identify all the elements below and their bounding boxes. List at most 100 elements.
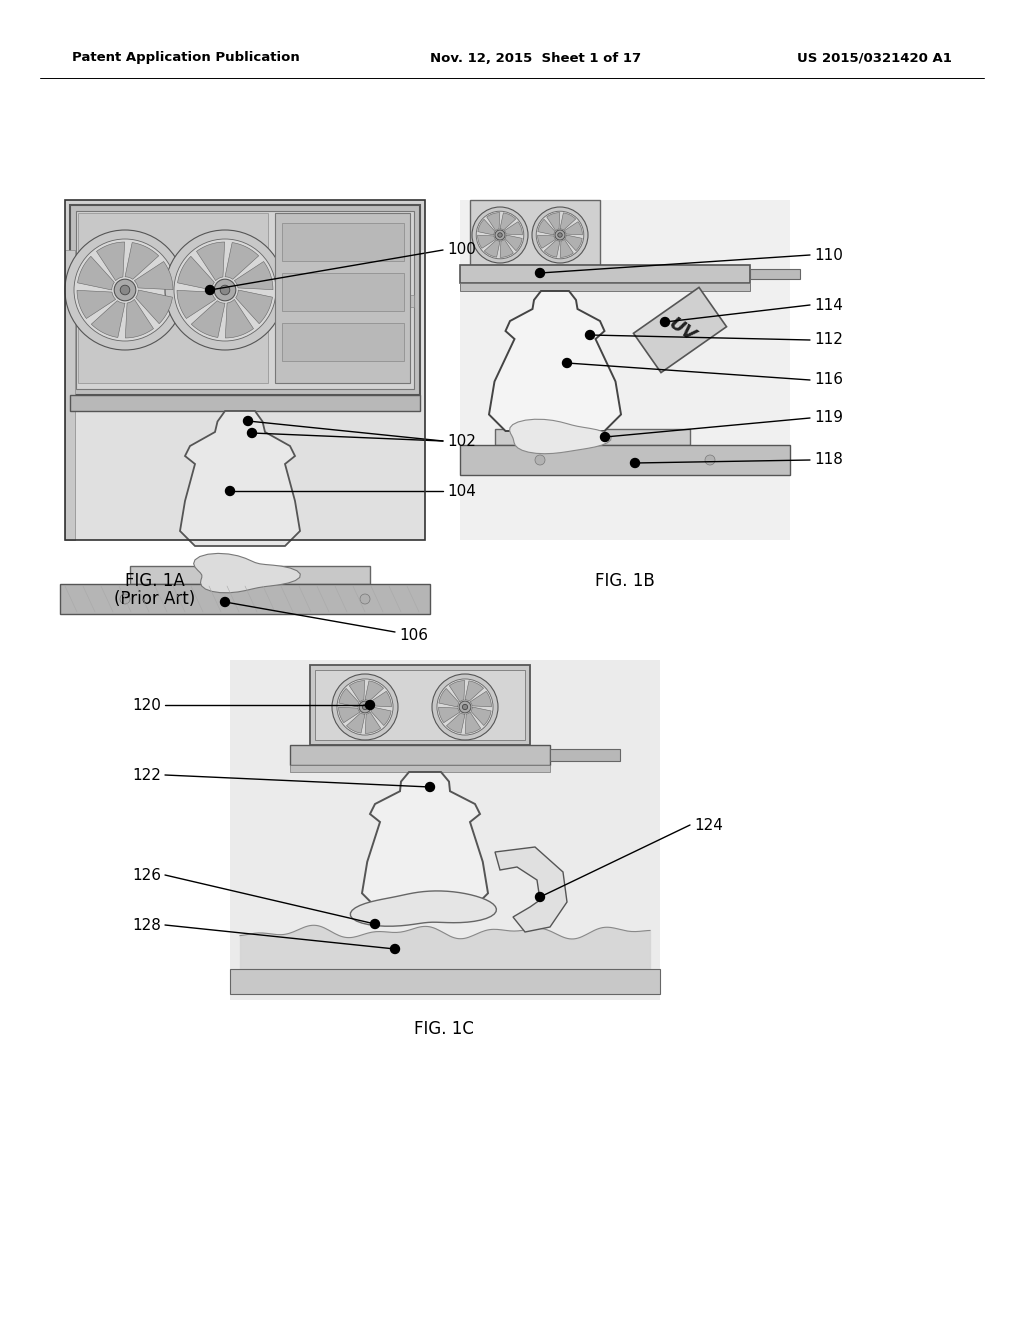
Polygon shape	[564, 222, 583, 235]
Text: 114: 114	[814, 297, 843, 313]
Circle shape	[332, 675, 398, 741]
Circle shape	[537, 211, 584, 259]
Polygon shape	[470, 692, 492, 706]
Circle shape	[600, 433, 609, 441]
Polygon shape	[96, 242, 125, 281]
Polygon shape	[177, 256, 214, 290]
FancyBboxPatch shape	[76, 294, 414, 308]
Circle shape	[359, 701, 371, 713]
Polygon shape	[560, 239, 573, 257]
Polygon shape	[362, 772, 488, 909]
Circle shape	[360, 594, 370, 605]
FancyBboxPatch shape	[282, 223, 404, 261]
Circle shape	[120, 285, 130, 294]
Circle shape	[65, 230, 185, 350]
Text: FIG. 1A: FIG. 1A	[125, 572, 185, 590]
Polygon shape	[545, 240, 560, 257]
Polygon shape	[197, 242, 224, 281]
Polygon shape	[194, 553, 300, 593]
Circle shape	[74, 239, 176, 341]
FancyBboxPatch shape	[60, 583, 430, 614]
Text: (Prior Art): (Prior Art)	[115, 590, 196, 609]
FancyBboxPatch shape	[275, 213, 410, 383]
Polygon shape	[339, 708, 359, 722]
FancyBboxPatch shape	[750, 269, 800, 279]
Circle shape	[498, 232, 502, 238]
Polygon shape	[500, 239, 513, 257]
Polygon shape	[495, 847, 567, 932]
Polygon shape	[438, 708, 460, 722]
Text: 112: 112	[814, 333, 843, 347]
Text: 122: 122	[132, 767, 161, 783]
Polygon shape	[366, 711, 381, 734]
Text: 126: 126	[132, 867, 161, 883]
FancyBboxPatch shape	[310, 665, 530, 744]
Polygon shape	[634, 288, 727, 372]
Polygon shape	[560, 213, 575, 230]
Circle shape	[555, 230, 565, 240]
FancyBboxPatch shape	[70, 395, 420, 411]
FancyBboxPatch shape	[282, 273, 404, 312]
Circle shape	[371, 920, 380, 928]
Circle shape	[426, 783, 434, 792]
Circle shape	[558, 232, 562, 238]
Text: 118: 118	[814, 453, 843, 467]
Circle shape	[362, 705, 368, 710]
Text: Nov. 12, 2015  Sheet 1 of 17: Nov. 12, 2015 Sheet 1 of 17	[430, 51, 641, 65]
Circle shape	[220, 598, 229, 606]
Polygon shape	[77, 290, 116, 318]
Text: 106: 106	[399, 628, 428, 644]
Circle shape	[174, 239, 276, 341]
Circle shape	[206, 285, 214, 294]
Text: 120: 120	[132, 697, 161, 713]
Polygon shape	[91, 301, 125, 338]
Circle shape	[432, 675, 498, 741]
Text: UV: UV	[666, 314, 698, 346]
Polygon shape	[225, 300, 254, 338]
Circle shape	[463, 705, 468, 710]
Polygon shape	[350, 891, 497, 927]
Polygon shape	[505, 235, 522, 251]
Circle shape	[248, 429, 256, 437]
Polygon shape	[500, 213, 516, 230]
Polygon shape	[236, 290, 272, 323]
Polygon shape	[486, 213, 500, 231]
Circle shape	[225, 487, 234, 495]
Circle shape	[459, 701, 471, 713]
Polygon shape	[439, 689, 459, 708]
Circle shape	[495, 230, 505, 240]
FancyBboxPatch shape	[78, 213, 268, 383]
Polygon shape	[370, 692, 391, 706]
FancyBboxPatch shape	[65, 249, 75, 540]
Text: US 2015/0321420 A1: US 2015/0321420 A1	[797, 51, 952, 65]
FancyBboxPatch shape	[76, 211, 414, 389]
Circle shape	[244, 417, 253, 425]
Polygon shape	[371, 708, 391, 726]
Polygon shape	[349, 681, 365, 702]
FancyBboxPatch shape	[550, 748, 620, 762]
FancyBboxPatch shape	[470, 201, 600, 265]
Circle shape	[660, 318, 670, 326]
Polygon shape	[478, 219, 495, 235]
Circle shape	[562, 359, 571, 367]
Text: 128: 128	[132, 917, 161, 932]
Circle shape	[337, 678, 393, 735]
FancyBboxPatch shape	[290, 766, 550, 772]
FancyBboxPatch shape	[290, 744, 550, 766]
Polygon shape	[125, 300, 154, 338]
Circle shape	[214, 280, 236, 301]
Polygon shape	[180, 411, 300, 546]
Polygon shape	[177, 290, 216, 318]
Polygon shape	[234, 261, 273, 289]
Polygon shape	[465, 711, 480, 734]
Polygon shape	[346, 713, 365, 733]
Polygon shape	[505, 222, 522, 235]
Polygon shape	[538, 235, 556, 248]
Circle shape	[705, 455, 715, 465]
Circle shape	[472, 207, 528, 263]
Text: 104: 104	[447, 483, 476, 499]
Polygon shape	[339, 689, 359, 708]
FancyBboxPatch shape	[460, 265, 750, 282]
Text: 116: 116	[814, 372, 843, 388]
FancyBboxPatch shape	[70, 205, 420, 395]
